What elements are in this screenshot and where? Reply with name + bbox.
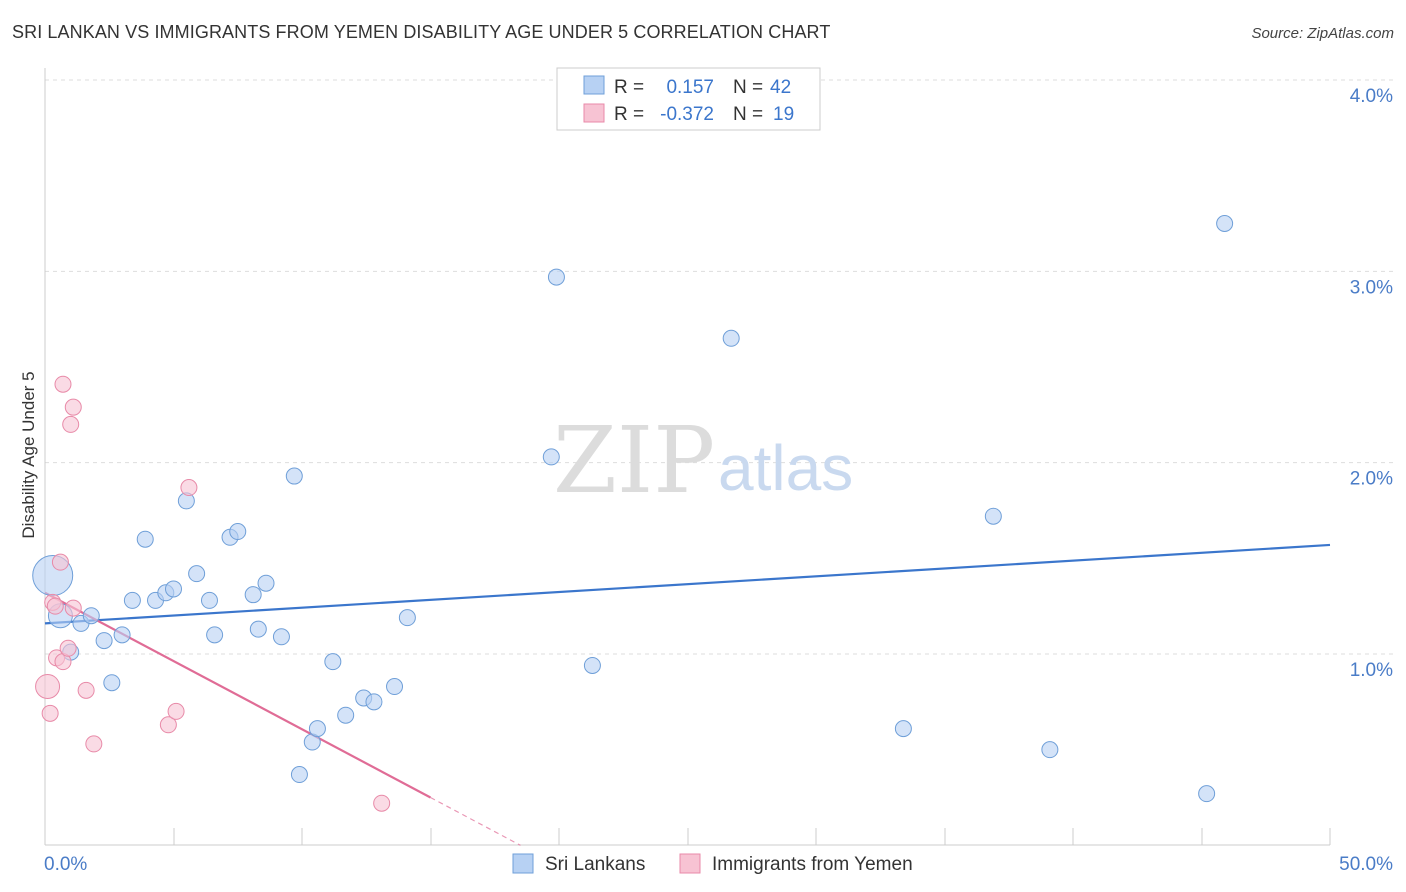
sri-lankans-point [365, 693, 383, 711]
sri-lankans-point [542, 448, 560, 466]
trend-line-pink [44, 591, 432, 799]
sri-lankans-point [1041, 741, 1059, 759]
sri-lankans-point [206, 626, 224, 644]
sri-lankans-point [82, 607, 100, 625]
trend-line-extension-pink [430, 796, 521, 846]
y-tick-label-2: 3.0% [1350, 277, 1393, 298]
y-tick-label-3: 4.0% [1350, 86, 1393, 107]
sri-lankans-point [324, 653, 342, 671]
series-legend-label-yemen: Immigrants from Yemen [712, 854, 913, 875]
sri-lankans-point [188, 565, 206, 583]
x-tick-label-min: 0.0% [44, 854, 87, 875]
sri-lankans-point [984, 507, 1002, 525]
yemen-point [41, 704, 59, 722]
x-tick-marks [44, 828, 1331, 845]
yemen-point [35, 674, 61, 700]
yemen-point [159, 716, 177, 734]
sri-lankans-point [547, 268, 565, 286]
yemen-point [373, 794, 391, 812]
legend-r-label-2: R = [614, 104, 644, 125]
series-legend: Sri Lankans Immigrants from Yemen [512, 853, 913, 875]
legend-n-value-2: 19 [773, 104, 794, 125]
correlation-legend: R = 0.157 N = 42 R = -0.372 N = 19 [556, 67, 821, 131]
series-legend-swatch-sri-lankans [512, 853, 534, 874]
sri-lankans-point [123, 591, 141, 609]
yemen-point [180, 479, 198, 497]
trend-lines [44, 543, 1331, 846]
yemen-point [77, 681, 95, 699]
sri-lankans-point [244, 586, 262, 604]
sri-lankans-point [583, 656, 601, 674]
sri-lankans-point [165, 580, 182, 598]
yemen-point [167, 702, 185, 720]
sri-lankans-point [200, 591, 218, 609]
legend-r-label-1: R = [614, 77, 644, 98]
watermark-atlas: atlas [718, 432, 853, 504]
sri-lankans-point [722, 329, 740, 347]
sri-lankans-point [136, 530, 154, 548]
source-label: Source: ZipAtlas.com [1251, 25, 1394, 42]
yemen-point [46, 597, 64, 615]
yemen-point [64, 398, 82, 416]
legend-n-label-1: N = [733, 77, 763, 98]
series-legend-label-sri-lankans: Sri Lankans [545, 854, 645, 875]
sri-lankans-point [95, 632, 113, 650]
sri-lankans-point [113, 626, 131, 644]
series-legend-swatch-yemen [679, 853, 701, 874]
yemen-point [51, 553, 69, 571]
y-tick-label-1: 2.0% [1350, 469, 1393, 490]
y-tick-labels: 1.0% 2.0% 3.0% 4.0% [1350, 86, 1393, 681]
chart-title: SRI LANKAN VS IMMIGRANTS FROM YEMEN DISA… [12, 22, 831, 42]
sri-lankans-point [398, 609, 416, 627]
legend-swatch-blue [583, 75, 605, 95]
sri-lankans-point [272, 628, 290, 646]
trend-line-blue [44, 543, 1331, 625]
yemen-point [59, 639, 77, 657]
sri-lankans-point [249, 620, 267, 638]
sri-lankans-point [1216, 215, 1234, 232]
sri-lankans-point [386, 678, 404, 696]
legend-n-label-2: N = [733, 104, 763, 125]
sri-lankans-point [308, 720, 326, 738]
sri-lankans-point [337, 706, 355, 724]
yemen-point [85, 735, 103, 753]
gridlines [45, 79, 1393, 655]
sri-lankans-point [103, 674, 121, 692]
x-tick-label-max: 50.0% [1339, 854, 1393, 875]
legend-r-value-1: 0.157 [666, 77, 714, 98]
legend-r-value-2: -0.372 [660, 104, 714, 125]
sri-lankans-point [894, 720, 912, 738]
watermark-zip: ZIP [553, 407, 715, 514]
y-axis-title: Disability Age Under 5 [19, 371, 38, 538]
sri-lankans-point [1198, 785, 1216, 803]
sri-lankans-point [290, 766, 308, 784]
sri-lankans-point [257, 574, 275, 592]
sri-lankans-point [285, 467, 303, 485]
yemen-point [62, 415, 80, 433]
data-points [32, 215, 1234, 812]
legend-n-value-1: 42 [770, 77, 791, 98]
y-tick-label-0: 1.0% [1350, 660, 1393, 681]
sri-lankans-point [229, 523, 247, 541]
legend-swatch-pink [583, 103, 605, 123]
yemen-point [64, 599, 82, 617]
yemen-point [54, 375, 72, 393]
